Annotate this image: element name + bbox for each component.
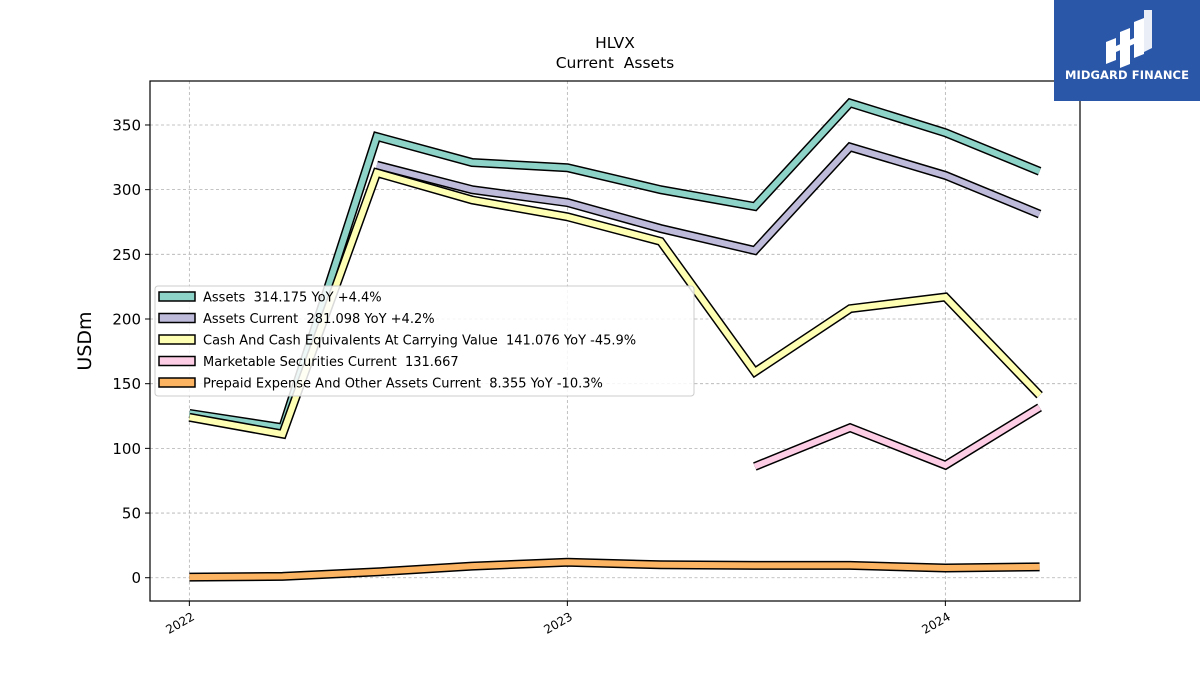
chart-subtitle: Current Assets	[556, 54, 675, 72]
legend-label: Cash And Cash Equivalents At Carrying Va…	[203, 334, 636, 349]
series-line	[376, 143, 1041, 254]
x-tick-label: 2022	[163, 609, 196, 636]
legend-swatch	[158, 334, 196, 345]
series-line	[189, 559, 1040, 581]
legend-label: Assets Current 281.098 YoY +4.2%	[203, 312, 435, 327]
legend-swatch	[158, 355, 196, 367]
chart-title: HLVX	[595, 34, 635, 52]
y-tick-label: 100	[112, 440, 141, 458]
brand-mark-icon	[1106, 10, 1152, 68]
legend-label: Marketable Securities Current 131.667	[203, 355, 459, 370]
series-line	[753, 404, 1042, 470]
y-tick-label: 50	[122, 505, 141, 523]
y-axis-label: USDm	[74, 311, 96, 370]
y-tick-label: 250	[112, 246, 141, 264]
y-tick-label: 150	[112, 375, 141, 393]
y-tick-label: 200	[112, 311, 141, 329]
legend-label: Assets 314.175 YoY +4.4%	[203, 291, 382, 306]
x-tick-label: 2023	[541, 609, 574, 636]
legend-swatch	[158, 291, 196, 302]
brand-name: MIDGARD FINANCE	[1064, 68, 1190, 82]
series-line	[188, 99, 1041, 432]
y-tick-label: 300	[112, 181, 141, 199]
legend-label: Prepaid Expense And Other Assets Current…	[203, 377, 603, 392]
brand-logo: MIDGARD FINANCE	[1054, 0, 1200, 101]
y-tick-label: 0	[131, 569, 141, 587]
legend-swatch	[158, 377, 196, 388]
y-tick-label: 350	[112, 116, 141, 134]
legend-box	[154, 285, 695, 397]
legend-swatch	[158, 312, 196, 324]
plot-frame	[149, 80, 1081, 602]
x-tick-label: 2024	[919, 609, 952, 636]
